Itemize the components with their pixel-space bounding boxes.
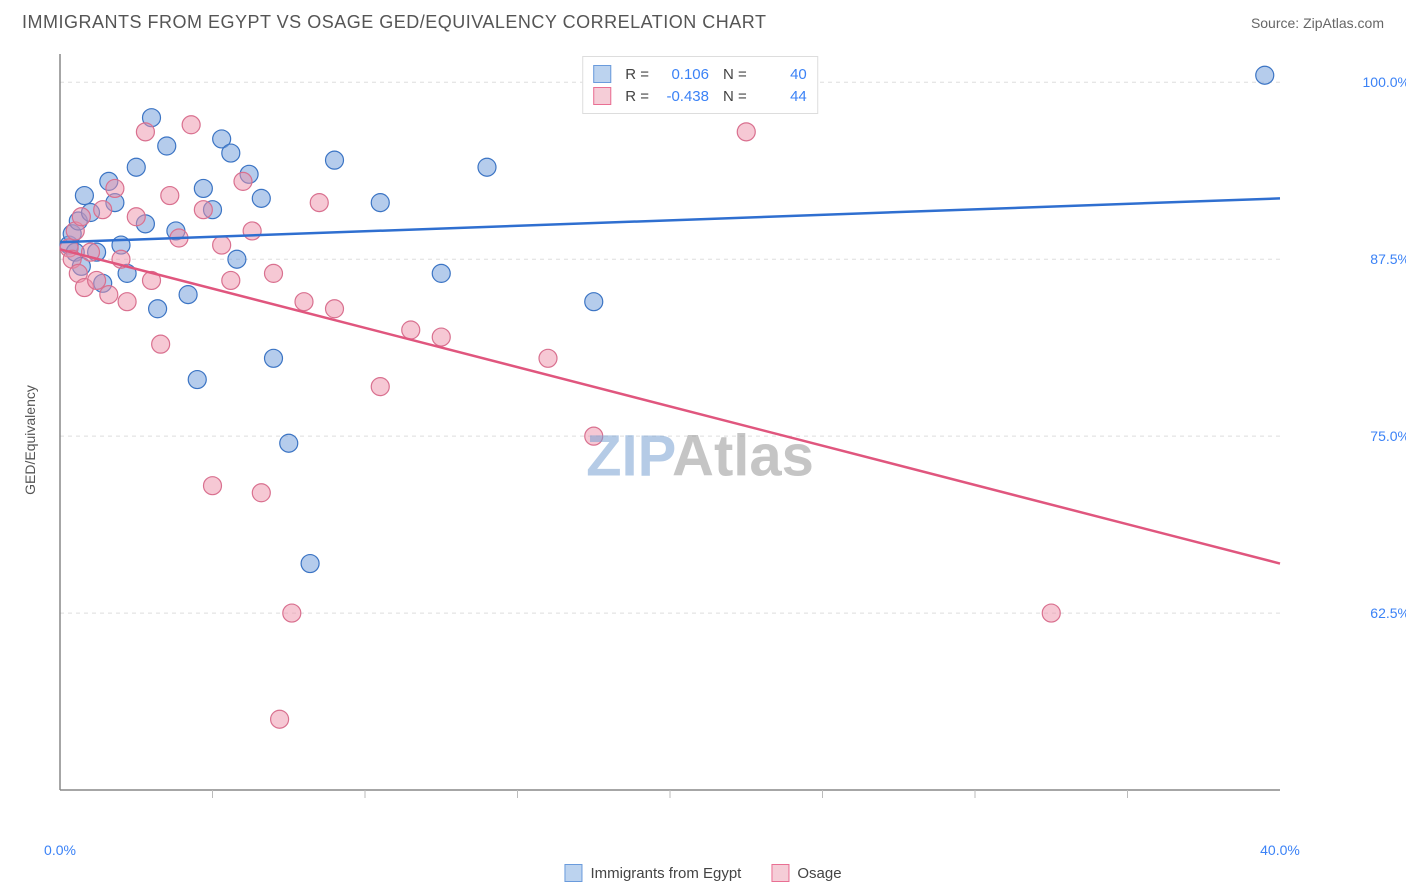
legend-label-egypt: Immigrants from Egypt: [590, 865, 741, 882]
y-tick-label: 100.0%: [1363, 74, 1406, 90]
series-legend: Immigrants from Egypt Osage: [564, 864, 841, 882]
swatch-osage-icon: [593, 87, 611, 105]
y-axis-label: GED/Equivalency: [22, 385, 38, 495]
y-tick-label: 87.5%: [1370, 251, 1406, 267]
y-tick-label: 75.0%: [1370, 428, 1406, 444]
y-tick-label: 62.5%: [1370, 605, 1406, 621]
stat-label-r: R =: [625, 66, 649, 83]
stat-value-r-osage: -0.438: [657, 88, 709, 105]
stats-row-egypt: R = 0.106 N = 40: [593, 63, 807, 85]
chart-area: GED/Equivalency R = 0.106 N = 40 R = -0.…: [50, 50, 1350, 830]
stat-label-r: R =: [625, 88, 649, 105]
scatter-plot: [50, 50, 1350, 830]
swatch-egypt-icon: [564, 864, 582, 882]
stats-row-osage: R = -0.438 N = 44: [593, 85, 807, 107]
legend-item-osage: Osage: [771, 864, 841, 882]
stats-legend: R = 0.106 N = 40 R = -0.438 N = 44: [582, 56, 818, 114]
chart-title: IMMIGRANTS FROM EGYPT VS OSAGE GED/EQUIV…: [22, 12, 766, 33]
legend-item-egypt: Immigrants from Egypt: [564, 864, 741, 882]
stat-value-n-osage: 44: [755, 88, 807, 105]
stat-label-n: N =: [723, 66, 747, 83]
swatch-osage-icon: [771, 864, 789, 882]
x-tick-label: 40.0%: [1260, 842, 1300, 858]
stat-label-n: N =: [723, 88, 747, 105]
swatch-egypt-icon: [593, 65, 611, 83]
legend-label-osage: Osage: [797, 865, 841, 882]
source-attribution: Source: ZipAtlas.com: [1251, 15, 1384, 31]
stat-value-r-egypt: 0.106: [657, 66, 709, 83]
stat-value-n-egypt: 40: [755, 66, 807, 83]
x-tick-label: 0.0%: [44, 842, 76, 858]
chart-header: IMMIGRANTS FROM EGYPT VS OSAGE GED/EQUIV…: [0, 0, 1406, 39]
